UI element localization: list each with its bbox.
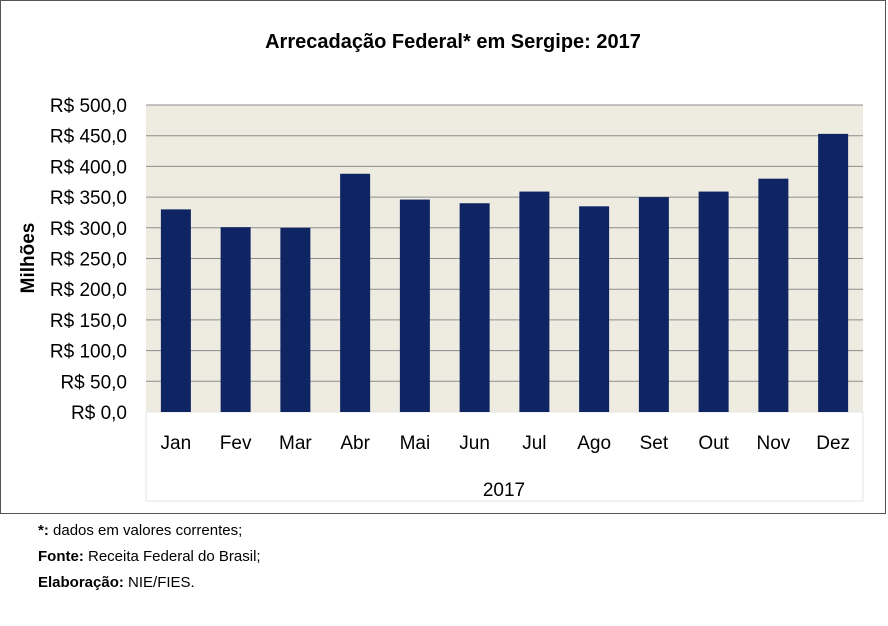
bar — [160, 209, 191, 412]
bar — [758, 178, 789, 412]
bar — [220, 227, 251, 412]
x-tick-label: Mar — [279, 433, 312, 454]
y-tick-label: R$ 400,0 — [50, 157, 127, 178]
x-tick-label: Fev — [220, 433, 252, 454]
y-tick-label: R$ 500,0 — [50, 96, 127, 117]
bar — [399, 199, 430, 412]
x-tick-label: Jul — [522, 433, 546, 454]
bar — [519, 191, 550, 412]
y-tick-label: R$ 450,0 — [50, 127, 127, 148]
footnote-author-text: NIE/FIES. — [123, 574, 195, 591]
footnotes: *: dados em valores correntes; Fonte: Re… — [38, 518, 261, 596]
footnote-source-label: Fonte: — [38, 548, 84, 565]
footnote-author: Elaboração: NIE/FIES. — [38, 570, 261, 596]
x-tick-label: Out — [698, 433, 729, 454]
y-tick-label: R$ 0,0 — [71, 403, 127, 424]
bar — [698, 191, 729, 412]
y-tick-label: R$ 200,0 — [50, 280, 127, 301]
y-tick-label: R$ 100,0 — [50, 342, 127, 363]
x-tick-label: Jun — [459, 433, 490, 454]
chart-title: Arrecadação Federal* em Sergipe: 2017 — [265, 31, 641, 53]
x-tick-label: Ago — [577, 433, 611, 454]
footnote-source: Fonte: Receita Federal do Brasil; — [38, 544, 261, 570]
footnote-author-label: Elaboração: — [38, 574, 124, 591]
bar — [459, 203, 490, 412]
footnote-source-text: Receita Federal do Brasil; — [83, 548, 261, 565]
bar-chart: Arrecadação Federal* em Sergipe: 2017 Mi… — [18, 31, 864, 502]
x-tick-label: Dez — [816, 433, 850, 454]
x-tick-label: Abr — [340, 433, 370, 454]
category-strip — [145, 411, 864, 502]
plot-area: R$ 0,0 R$ 50,0 R$ 100,0 R$ 150,0 R$ 200,0 R$ … — [50, 96, 864, 502]
x-axis-label: 2017 — [483, 480, 525, 501]
bar — [280, 227, 311, 412]
y-tick-label: R$ 150,0 — [50, 311, 127, 332]
x-tick-label: Nov — [756, 433, 790, 454]
y-tick-label: R$ 250,0 — [50, 250, 127, 271]
y-tick-label: R$ 350,0 — [50, 188, 127, 209]
bar — [579, 206, 610, 412]
chart-frame: Arrecadação Federal* em Sergipe: 2017 Mi… — [0, 0, 886, 514]
y-axis-label: Milhões — [18, 223, 39, 294]
y-tick-label: R$ 300,0 — [50, 219, 127, 240]
bar — [340, 173, 371, 412]
y-tick-label: R$ 50,0 — [60, 372, 127, 393]
x-tick-label: Set — [640, 433, 669, 454]
footnote-values-text: dados em valores correntes; — [48, 522, 243, 539]
x-tick-label: Mai — [400, 433, 431, 454]
footnote-values-label: *: — [38, 522, 49, 539]
x-tick-label: Jan — [161, 433, 192, 454]
footnote-values: *: dados em valores correntes; — [38, 518, 261, 544]
bar — [638, 197, 669, 412]
bar — [818, 133, 849, 412]
